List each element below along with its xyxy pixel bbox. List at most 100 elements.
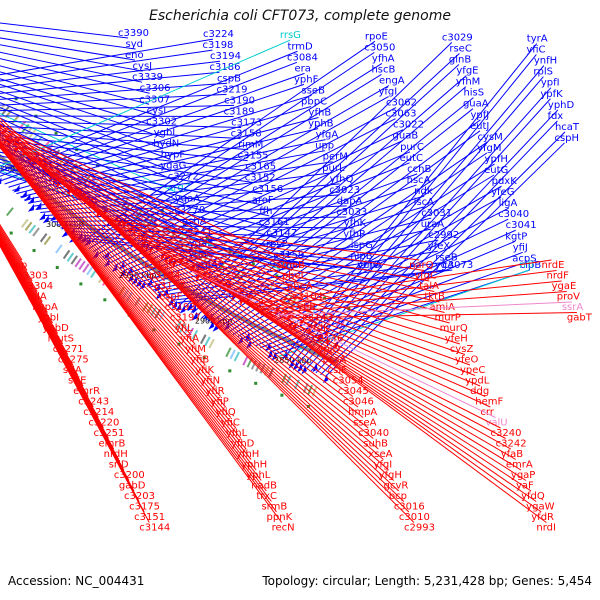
forward-gene-label: c3173 [231, 117, 262, 128]
forward-gene-label: rpoE [365, 31, 388, 42]
forward-gene-leader [0, 60, 221, 88]
reverse-gene-leader [0, 242, 89, 397]
forward-gene-label: ndk [414, 186, 433, 197]
reverse-gene-leader [0, 131, 303, 292]
reverse-gene-leader [117, 223, 425, 271]
forward-gene-leader [192, 75, 467, 314]
forward-gene-leader [0, 37, 136, 61]
forward-gene-label: guaA [463, 99, 489, 110]
forward-gene-label: sseB [302, 85, 326, 96]
forward-gene-label: c3152 [245, 173, 276, 184]
forward-gene-label: gshA [182, 216, 207, 227]
reverse-gene-label: c3242 [496, 439, 527, 450]
forward-gene-label: yfhQ [330, 174, 354, 185]
reverse-gene-leader [0, 143, 272, 502]
reverse-gene-label: pssA [323, 355, 347, 366]
cog-ring-mark [199, 334, 207, 345]
reverse-gene-label: sseA [353, 418, 377, 429]
forward-gene-arrow [244, 332, 251, 342]
forward-gene-label: yfeG [491, 187, 514, 198]
gc-skew-dot [251, 262, 255, 266]
forward-gene-label: ypfJ [470, 110, 489, 121]
forward-gene-label: upp [315, 141, 334, 152]
cog-ring-mark [229, 349, 236, 360]
forward-gene-leader [282, 43, 538, 359]
cog-ring-mark [225, 347, 232, 358]
reverse-gene-label: yphL [246, 470, 271, 481]
reverse-gene-leader [275, 301, 572, 316]
forward-gene-arrow [0, 177, 2, 185]
reverse-gene-label: yfiQ [216, 407, 236, 418]
forward-gene-arrow [42, 215, 49, 224]
forward-gene-label: c3272 [168, 172, 199, 183]
reverse-gene-label: yfiB [190, 355, 209, 366]
reverse-gene-label: c3134 [149, 271, 180, 282]
cog-ring-mark [28, 129, 37, 139]
forward-gene-label: c3155 [238, 151, 269, 162]
cog-ring-mark [82, 263, 90, 273]
forward-gene-label: yfgE [456, 66, 478, 77]
reverse-gene-leader [138, 237, 445, 313]
reverse-gene-label: c3197 [170, 313, 201, 324]
forward-gene-leader [0, 125, 241, 140]
forward-gene-label: c3190 [224, 95, 255, 106]
reverse-gene-leader [106, 216, 415, 523]
reverse-gene-label: nrdI [536, 523, 556, 534]
reverse-gene-label: c3046 [343, 397, 374, 408]
forward-gene-leader [0, 106, 178, 183]
reverse-gene-label: emrB [99, 439, 126, 450]
reverse-gene-label: yfjR [297, 302, 316, 313]
forward-gene-label: c3186 [210, 62, 241, 73]
forward-gene-leader [219, 141, 488, 328]
gc-skew-dot [103, 298, 107, 302]
forward-gene-label: c3189 [224, 106, 255, 117]
reverse-gene-label: murP [435, 313, 461, 324]
cog-ring-mark [6, 207, 14, 217]
reverse-gene-label: c3251 [93, 428, 124, 439]
forward-gene-leader [0, 51, 143, 83]
reverse-gene-label: c3040 [358, 428, 389, 439]
forward-gene-label: c3031 [421, 208, 452, 219]
reverse-gene-leader [0, 240, 74, 366]
forward-gene-label: yphF [294, 74, 319, 85]
forward-gene-arrow [245, 339, 252, 349]
reverse-gene-leader [12, 143, 318, 324]
forward-gene-label: uraA [421, 219, 445, 230]
forward-gene-leader [101, 96, 389, 258]
gc-skew-dot [299, 285, 303, 289]
reverse-gene-label: c3146 [312, 334, 343, 345]
forward-gene-leader [196, 86, 467, 316]
forward-gene-label: ygA [435, 260, 454, 271]
forward-gene-label: pbpC [301, 96, 327, 107]
reverse-gene-leader [0, 133, 186, 324]
forward-gene-label: cysI [147, 105, 167, 116]
reverse-gene-leader [127, 230, 435, 292]
reverse-gene-label: c3054 [333, 376, 364, 387]
reverse-gene-leader [0, 231, 43, 303]
reverse-gene-leader [112, 220, 420, 261]
reverse-gene-leader [197, 273, 501, 429]
accession-label: Accession: NC_004431 [8, 574, 145, 588]
reverse-gene-label: ygaE [552, 281, 577, 292]
reverse-gene-leader [213, 283, 517, 460]
gc-skew-dot [347, 307, 351, 311]
reverse-gene-label: c3157 [155, 281, 186, 292]
reverse-gene-label: yfhD [231, 439, 255, 450]
reverse-gene-label: yfgC [414, 271, 437, 282]
reverse-gene-leader [0, 131, 181, 313]
reverse-gene-label: c3304 [22, 281, 53, 292]
reverse-gene-label: yfdR [531, 512, 554, 523]
forward-gene-label: c3062 [386, 98, 417, 109]
forward-gene-label: yfgA [316, 130, 339, 141]
forward-gene-label: c3165 [245, 162, 276, 173]
forward-gene-label: c3198 [202, 40, 233, 51]
reverse-gene-leader [191, 270, 496, 418]
forward-gene-leader [0, 83, 164, 138]
forward-gene-leader [278, 269, 530, 357]
forward-gene-leader [0, 71, 220, 94]
reverse-gene-leader [0, 129, 176, 303]
cog-ring-mark [158, 311, 166, 321]
forward-gene-leader [93, 74, 382, 252]
forward-gene-leader [68, 233, 361, 262]
forward-gene-label: c3224 [203, 29, 234, 40]
